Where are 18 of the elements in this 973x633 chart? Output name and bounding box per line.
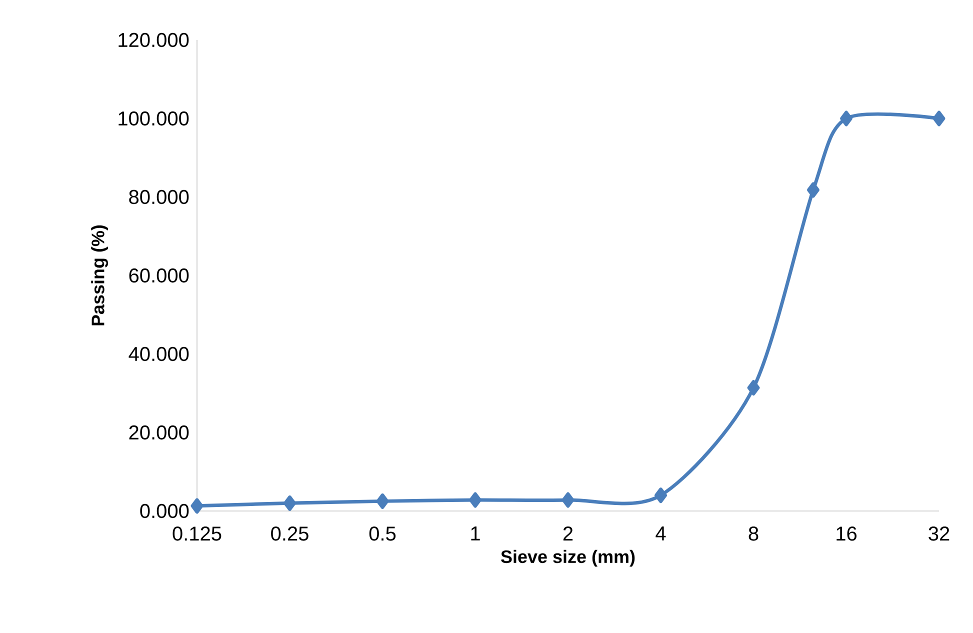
x-tick-label: 1 (471, 526, 480, 540)
x-tick-label: 0.125 (172, 526, 222, 541)
y-tick-label: 100.000 (118, 111, 189, 126)
y-tick-label: 120.000 (118, 32, 189, 48)
y-tick-label: 20.000 (129, 425, 189, 440)
y-tick-label: 40.000 (128, 346, 189, 362)
x-tick-label: 0.5 (369, 526, 396, 541)
x-tick-label: 4 (656, 526, 666, 540)
y-tick-label: 0.000 (140, 504, 189, 518)
x-tick-label: 2 (563, 526, 573, 541)
x-tick-label: 0.25 (271, 526, 308, 541)
y-tick-label: 60.000 (129, 268, 189, 283)
x-tick-label: 16 (836, 526, 857, 541)
y-axis-title: Passing (%) (91, 225, 108, 326)
y-tick-label: 80.000 (129, 190, 189, 204)
x-tick-label: 32 (928, 526, 950, 541)
x-axis-title: Sieve size (mm) (501, 550, 635, 567)
x-tick-label: 8 (748, 526, 758, 541)
